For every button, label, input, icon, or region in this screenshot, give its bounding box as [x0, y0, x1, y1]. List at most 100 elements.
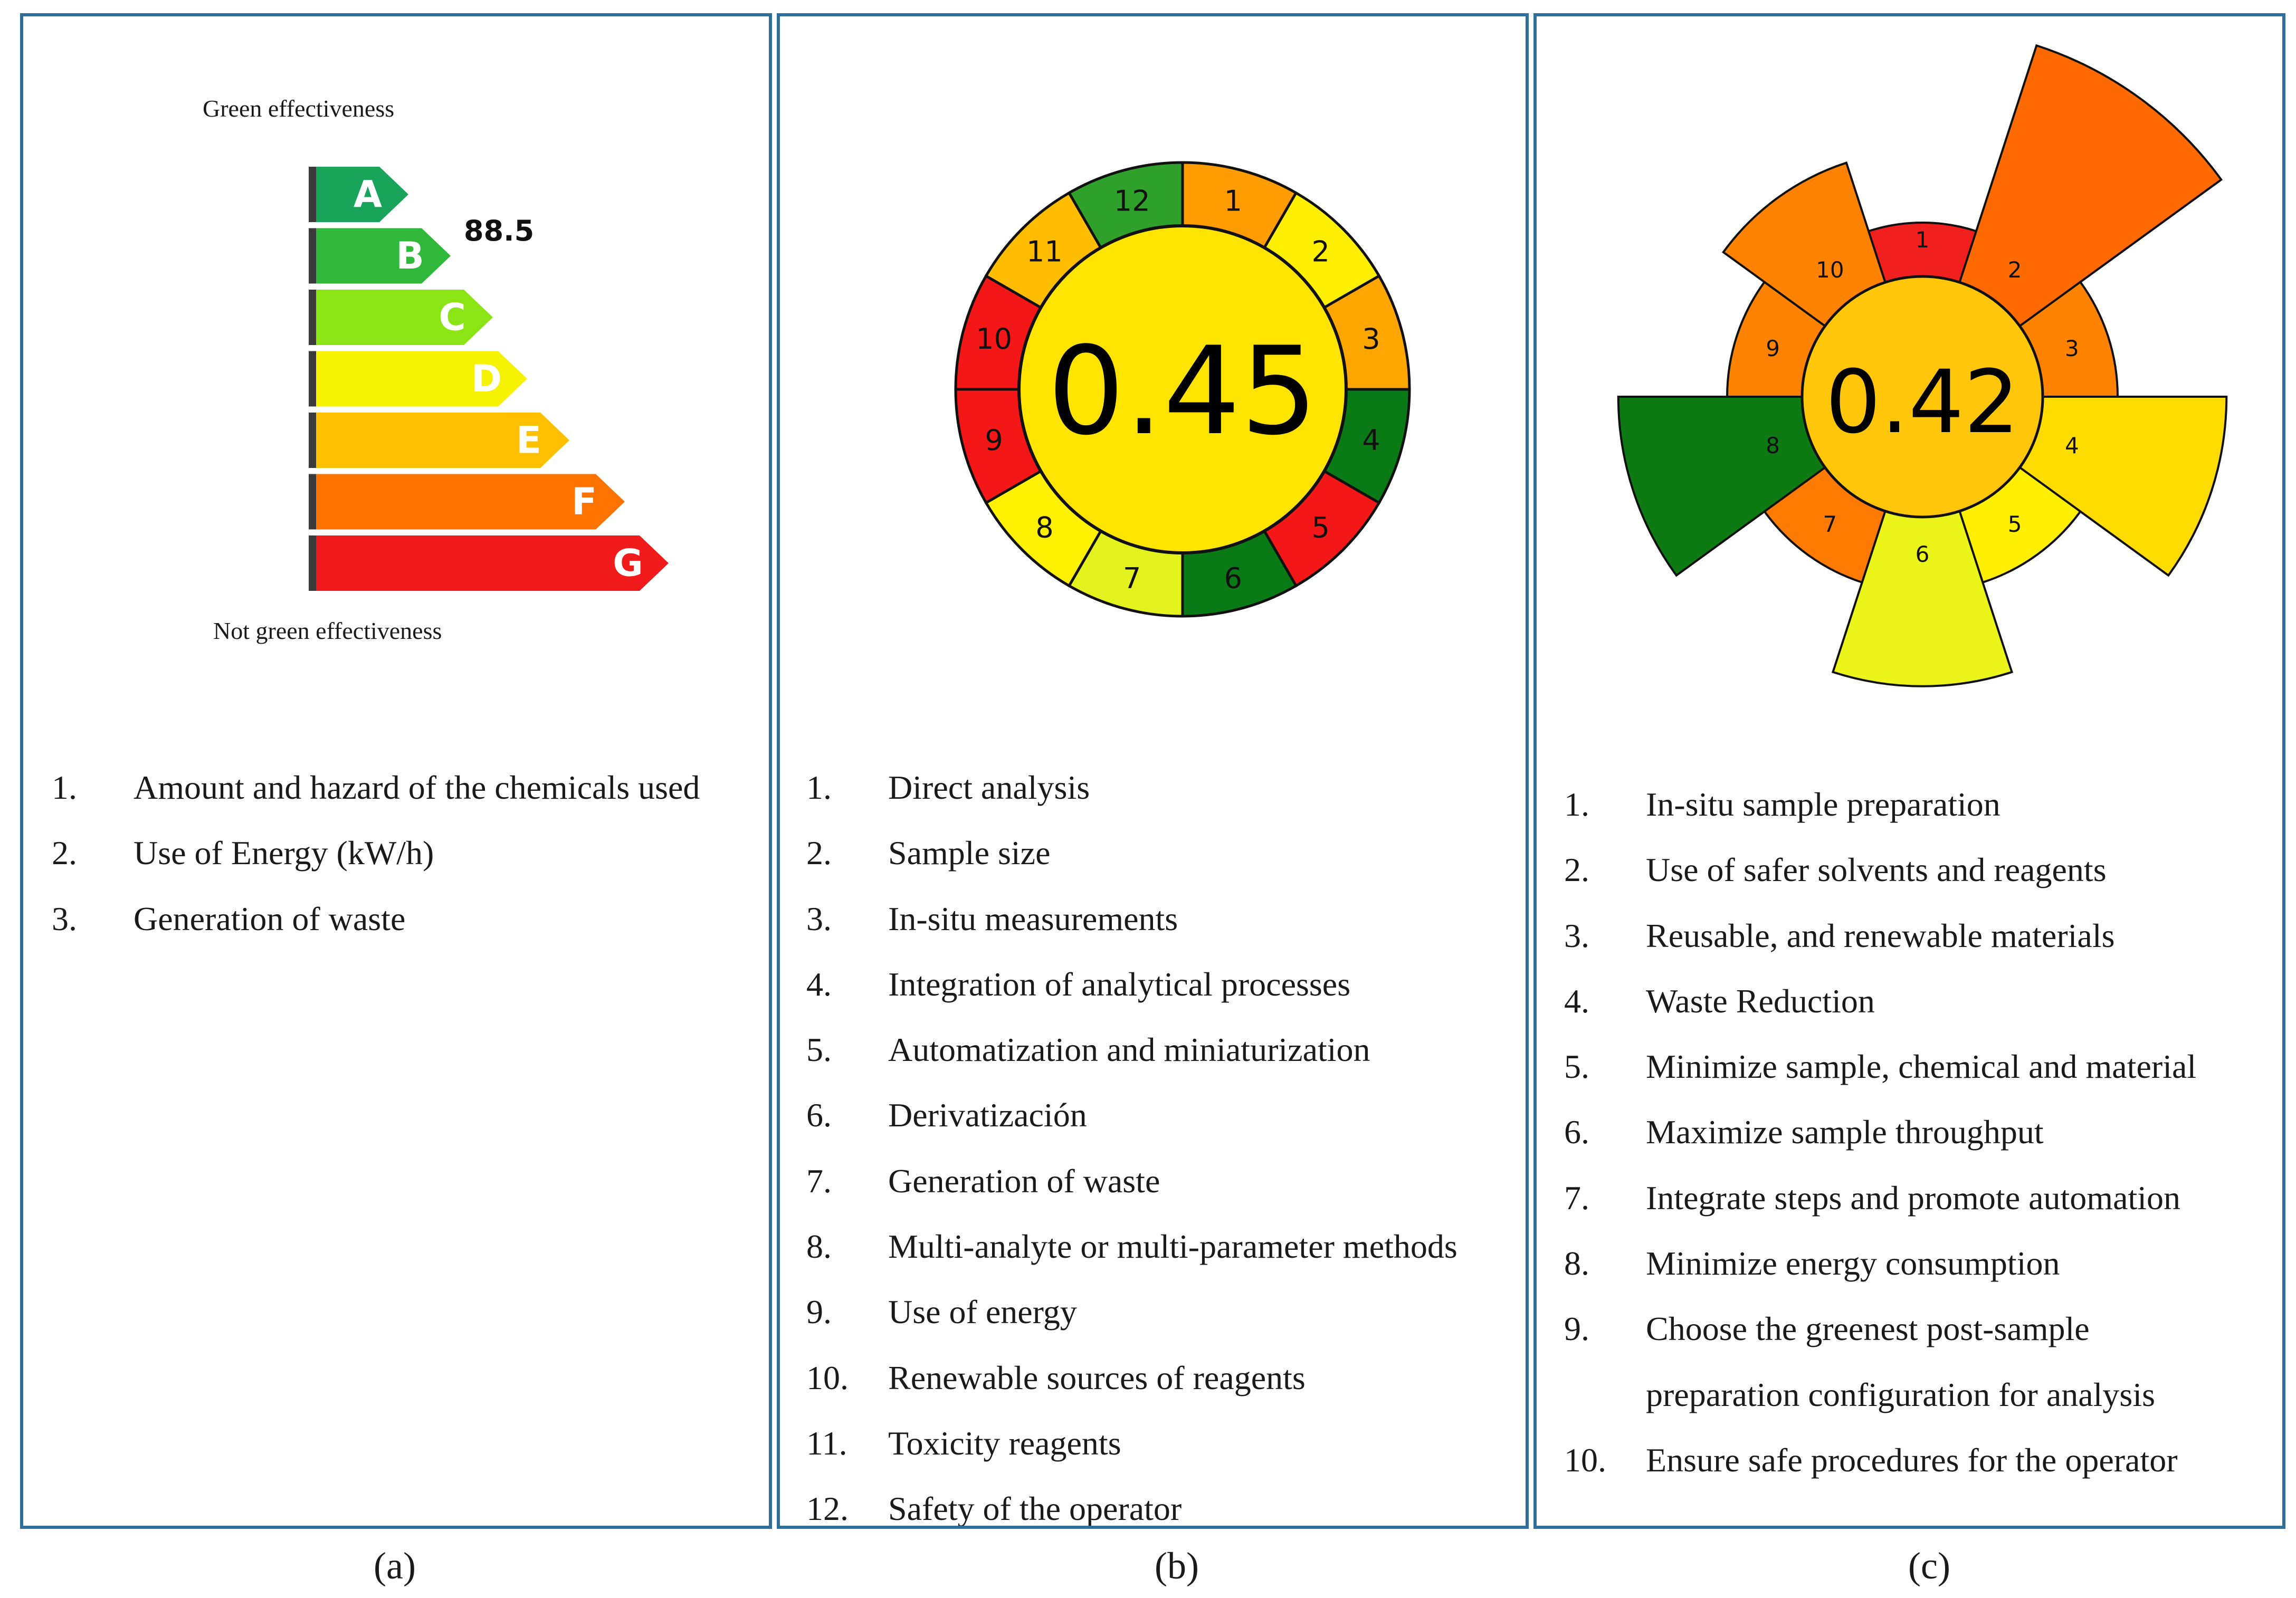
agreeprep-segment-label-3: 3 [2065, 336, 2079, 361]
criterion-item: 2. Sample size [806, 820, 1457, 886]
criterion-item: 11. Toxicity reagents [806, 1411, 1457, 1476]
energy-label-chart: Green effectiveness Not green effectiven… [203, 95, 669, 644]
caption-c: (c) [1908, 1545, 1950, 1587]
criterion-number: 12. [806, 1490, 849, 1528]
criterion-number: 8. [1564, 1245, 1589, 1283]
energy-bar-shadow-b [309, 228, 316, 284]
criterion-item: 9. Choose the greenest post-sample prepar… [1564, 1296, 2216, 1428]
criterion-number: 7. [806, 1162, 832, 1200]
criterion-text: Integrate steps and promote automation [1646, 1179, 2181, 1217]
agreeprep-segment-label-2: 2 [2008, 257, 2022, 283]
energy-bar-f [316, 474, 625, 530]
criterion-item: 6. Maximize sample throughput [1564, 1099, 2216, 1165]
criterion-text: In-situ measurements [888, 900, 1178, 937]
criterion-item: 8. Multi-analyte or multi-parameter metho… [806, 1214, 1457, 1279]
criterion-text: Sample size [888, 834, 1051, 872]
agree-segment-label-6: 6 [1224, 561, 1242, 595]
criterion-item: 7. Integrate steps and promote automation [1564, 1165, 2216, 1231]
criterion-text: Maximize sample throughput [1646, 1113, 2044, 1151]
criterion-item: 5. Automatization and miniaturization [806, 1017, 1457, 1083]
criterion-item: 3. In-situ measurements [806, 886, 1457, 952]
energy-bar-g [316, 535, 669, 591]
criterion-number: 6. [1564, 1113, 1589, 1151]
criterion-text: Use of safer solvents and reagents [1646, 851, 2107, 889]
energy-bar-shadow-g [309, 535, 316, 591]
criterion-number: 1. [52, 769, 77, 806]
criterion-text: Reusable, and renewable materials [1646, 916, 2115, 954]
criterion-number: 4. [806, 965, 832, 1003]
agreeprep-segment-label-7: 7 [1823, 511, 1837, 537]
criterion-number: 1. [806, 769, 832, 806]
energy-bar-shadow-c [309, 290, 316, 345]
panel-c-agreeprep-pictogram: 1 2 3 4 5 6 7 8 9 10 0.42 1. In-situ sample prepar… [1533, 13, 2285, 1529]
panel-b-agree-pictogram: 1 2 3 4 5 6 7 8 9 10 11 12 0.45 1. Direct analysis 2.… [777, 13, 1529, 1529]
agree-segment-label-1: 1 [1224, 185, 1242, 218]
agreeprep-score: 0.42 [1825, 351, 2019, 453]
criterion-number: 5. [1564, 1048, 1589, 1086]
energy-bar-letter-a: A [354, 173, 382, 216]
criterion-item: 4. Integration of analytical processes [806, 952, 1457, 1017]
criterion-text: Waste Reduction [1646, 982, 1875, 1020]
agreeprep-segment-6 [1831, 393, 2014, 687]
panel-a-energy-label: Green effectiveness Not green effectiven… [20, 13, 772, 1529]
criterion-number: 9. [806, 1293, 832, 1331]
criterion-number: 8. [806, 1228, 832, 1266]
criteria-list-c: 1. In-situ sample preparation 2. Use of saf… [1564, 772, 2216, 1493]
criterion-number: 2. [1564, 851, 1589, 889]
criterion-number: 10. [1564, 1441, 1606, 1479]
agreeprep-segment-label-6: 6 [1916, 541, 1930, 567]
agreeprep-segment-label-4: 4 [2065, 433, 2079, 458]
caption-a: (a) [374, 1545, 416, 1587]
not-green-effectiveness-label: Not green effectiveness [213, 617, 442, 644]
agreeprep-pictogram-chart: 1 2 3 4 5 6 7 8 9 10 0.42 [1617, 44, 2228, 687]
criterion-item: 2. Use of safer solvents and reagents [1564, 837, 2216, 903]
criterion-number: 1. [1564, 786, 1589, 823]
agree-segment-label-2: 2 [1311, 235, 1329, 268]
agreeprep-segment-label-5: 5 [2008, 511, 2022, 537]
criterion-text: Renewable sources of reagents [888, 1358, 1306, 1396]
criterion-text: Minimize energy consumption [1646, 1245, 2060, 1283]
criterion-item: 10. Renewable sources of reagents [806, 1345, 1457, 1411]
energy-bar-letter-f: F [571, 480, 597, 523]
energy-bar-shadow-e [309, 413, 316, 468]
agree-segment-label-4: 4 [1362, 424, 1380, 457]
criteria-list-b: 1. Direct analysis 2. Sample size 3. In-situ … [806, 755, 1457, 1528]
criterion-text: Choose the greenest post-sample preparat… [1646, 1310, 2155, 1413]
criterion-number: 2. [806, 834, 832, 872]
green-effectiveness-label: Green effectiveness [203, 95, 394, 122]
criterion-item: 6. Derivatización [806, 1083, 1457, 1148]
criteria-list-a: 1. Amount and hazard of the chemicals use… [52, 755, 700, 952]
energy-bar-a [316, 167, 408, 222]
criterion-item: 8. Minimize energy consumption [1564, 1231, 2216, 1296]
criterion-text: Automatization and miniaturization [888, 1031, 1370, 1069]
green-score-value: 88.5 [464, 214, 534, 247]
criterion-number: 6. [806, 1096, 832, 1134]
criterion-text: Derivatización [888, 1096, 1087, 1134]
agree-segment-label-3: 3 [1362, 322, 1380, 356]
criterion-item: 3. Reusable, and renewable materials [1564, 903, 2216, 969]
agreeprep-segment-label-9: 9 [1766, 336, 1780, 361]
energy-bar-letter-d: D [471, 357, 502, 400]
criterion-text: Toxicity reagents [888, 1424, 1121, 1462]
criterion-number: 2. [52, 834, 77, 872]
criterion-number: 7. [1564, 1179, 1589, 1217]
criterion-number: 3. [806, 900, 832, 937]
criterion-text: Ensure safe procedures for the operator [1646, 1441, 2178, 1479]
criterion-text: Direct analysis [888, 769, 1090, 806]
criterion-item: 9. Use of energy [806, 1279, 1457, 1345]
agreeprep-segment-label-1: 1 [1916, 227, 1930, 253]
criterion-text: Amount and hazard of the chemicals used [134, 769, 700, 806]
criterion-number: 5. [806, 1031, 832, 1069]
agree-score: 0.45 [1047, 321, 1318, 462]
agree-segment-label-12: 12 [1114, 185, 1150, 218]
criterion-text: Integration of analytical processes [888, 965, 1351, 1003]
energy-bar-c [316, 290, 493, 345]
criterion-item: 12. Safety of the operator [806, 1476, 1457, 1528]
criterion-number: 4. [1564, 982, 1589, 1020]
criterion-item: 1. Direct analysis [806, 755, 1457, 820]
energy-bar-letter-g: G [613, 542, 643, 585]
energy-bar-b [316, 228, 451, 284]
criterion-text: Safety of the operator [888, 1490, 1182, 1528]
criterion-item: 5. Minimize sample, chemical and material [1564, 1034, 2216, 1099]
